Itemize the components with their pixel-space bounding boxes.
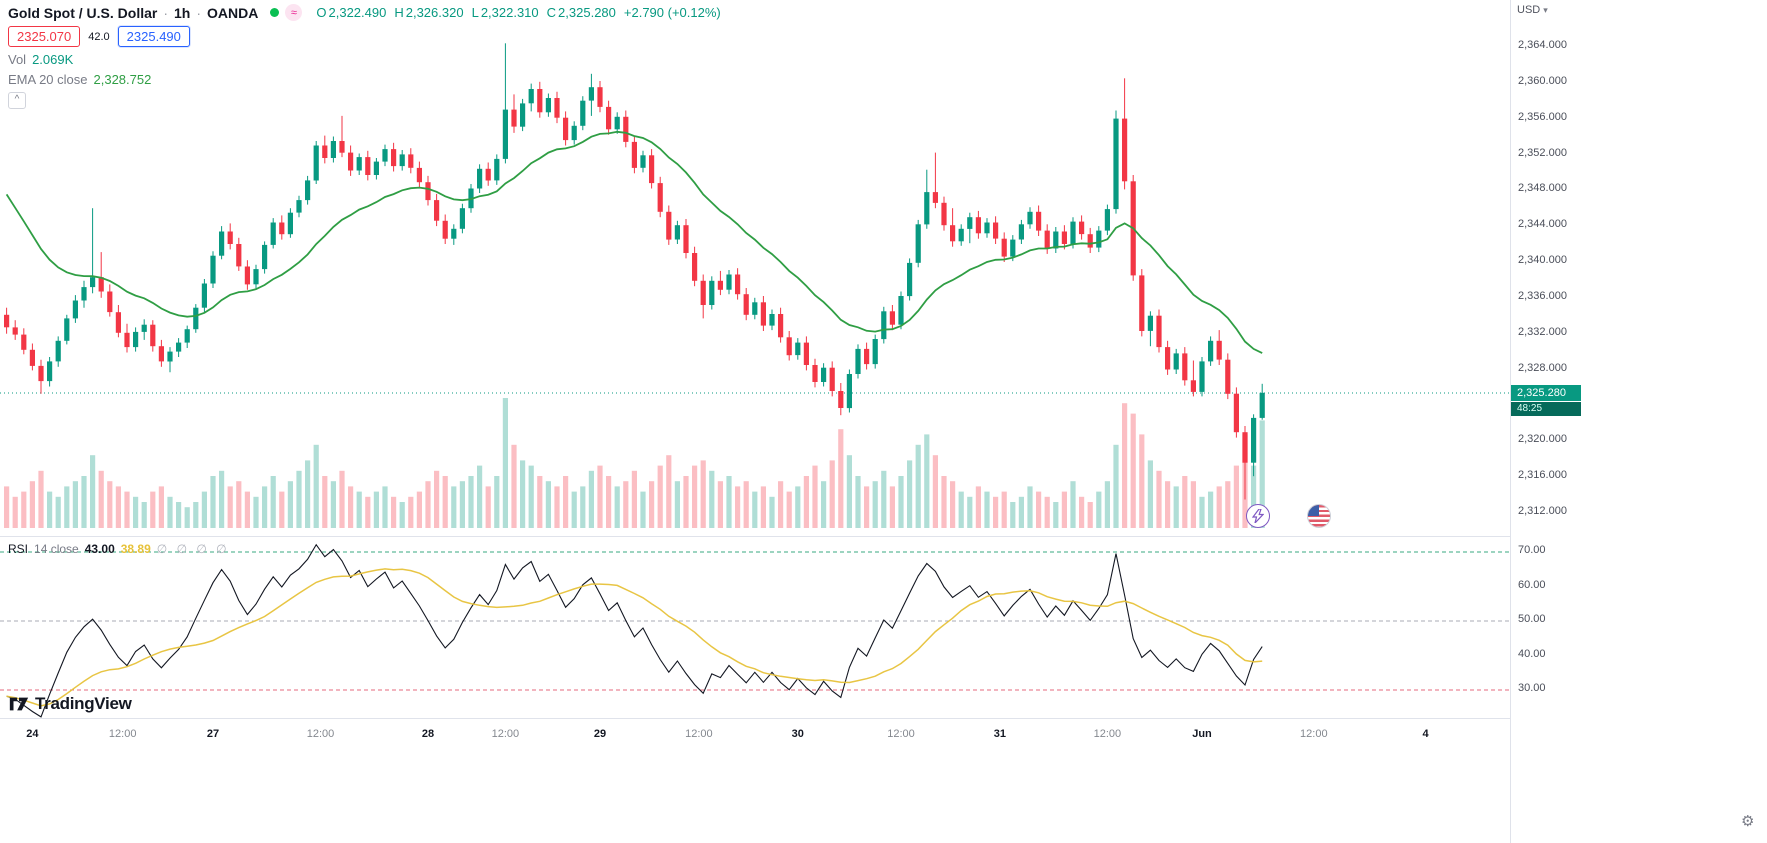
buy-button[interactable]: 2325.490 [117, 26, 190, 47]
collapse-legend-button[interactable]: ^ [8, 92, 26, 109]
exchange-label[interactable]: OANDA [207, 4, 259, 21]
interval-label[interactable]: 1h [174, 4, 191, 21]
price-axis-label: 2,364.000 [1518, 39, 1567, 51]
time-axis-label: 12:00 [108, 728, 137, 740]
price-axis-label: 2,320.000 [1518, 433, 1567, 446]
instant-trading-icon[interactable] [1246, 504, 1270, 528]
candlestick-chart[interactable] [0, 0, 1510, 536]
rsi-axis-label: 60.00 [1518, 578, 1546, 591]
rsi-title[interactable]: RSI [8, 542, 29, 556]
price-axis-label: 2,344.000 [1518, 218, 1567, 231]
rsi-value: 43.00 [84, 542, 115, 556]
ema-value: 2,328.752 [93, 72, 152, 87]
ema-indicator-label[interactable]: EMA 20 close [8, 72, 88, 87]
separator: · [196, 4, 202, 21]
price-axis-label: 2,312.000 [1518, 505, 1567, 517]
low-value: 2,322.310 [480, 5, 539, 20]
change-value: +2.790 (+0.12%) [623, 5, 721, 20]
time-axis-label: 29 [593, 728, 607, 740]
sell-button[interactable]: 2325.070 [8, 26, 81, 47]
volume-value: 2.069K [32, 52, 74, 67]
high-value: 2,326.320 [405, 5, 464, 20]
time-axis-label: 31 [993, 728, 1007, 740]
time-axis-label: 27 [206, 728, 220, 740]
price-axis-label: 2,336.000 [1518, 289, 1567, 302]
time-scale[interactable]: 24 12:00 27 12:00 28 12:00 29 12:00 30 12:00 31 12:… [0, 718, 1767, 751]
price-axis-label: 2,348.000 [1518, 182, 1567, 195]
time-axis-label: 12:00 [306, 728, 335, 740]
tradingview-watermark[interactable]: TradingView [8, 693, 132, 715]
low-label: L [471, 5, 479, 20]
rsi-ma-value: 38.89 [120, 542, 151, 556]
rsi-axis-label: 50.00 [1518, 613, 1546, 625]
symbol-title[interactable]: Gold Spot / U.S. Dollar [8, 4, 158, 21]
rsi-params: 14 close [34, 542, 79, 556]
tradingview-logo-icon [9, 697, 29, 711]
price-axis-label: 2,340.000 [1518, 254, 1567, 267]
market-status-icon[interactable] [270, 8, 280, 17]
time-axis-label: 12:00 [685, 728, 713, 740]
rsi-axis-label: 30.00 [1518, 682, 1546, 694]
delayed-data-icon[interactable]: ≈ [285, 4, 303, 21]
spread-value: 42.0 [88, 30, 110, 43]
price-axis-label: 2,360.000 [1518, 74, 1567, 87]
ohlc-values: O 2,322.490 H 2,326.320 L 2,322.310 C 2,325.280… [316, 5, 722, 20]
ema-row: EMA 20 close 2,328.752 [8, 72, 723, 87]
separator: · [163, 4, 169, 21]
symbol-legend: Gold Spot / U.S. Dollar · 1h · OANDA ≈ O… [8, 4, 723, 109]
rsi-axis-label: 70.00 [1518, 544, 1546, 556]
price-axis-label: 2,332.000 [1518, 325, 1567, 338]
close-value: 2,325.280 [558, 5, 616, 20]
time-axis-label: 12:00 [1300, 728, 1328, 740]
time-axis-label: 12:00 [887, 728, 915, 740]
lightning-bolt-icon [1252, 509, 1264, 523]
price-axis-label: 2,352.000 [1518, 146, 1567, 159]
price-axis-label: 2,328.000 [1518, 361, 1567, 374]
candle-countdown-badge: 48:25 [1511, 402, 1581, 416]
volume-row: Vol 2.069K [8, 52, 723, 67]
rsi-pane[interactable]: RSI 14 close 43.00 38.89 ∅ ∅ ∅ ∅ Trading… [0, 536, 1510, 719]
currency-label: USD [1517, 4, 1541, 16]
price-axis-label: 2,316.000 [1518, 469, 1567, 482]
rsi-hidden-values: ∅ ∅ ∅ ∅ [156, 542, 230, 556]
watermark-text: TradingView [35, 694, 132, 713]
open-value: 2,322.490 [328, 5, 387, 20]
time-axis-label: 30 [791, 728, 804, 740]
high-label: H [394, 5, 404, 20]
trade-buttons-row: 2325.070 42.0 2325.490 [8, 26, 723, 47]
time-axis-label: 12:00 [491, 728, 520, 740]
time-axis-label: 24 [26, 728, 39, 740]
time-axis-label: 28 [421, 728, 435, 740]
title-row: Gold Spot / U.S. Dollar · 1h · OANDA ≈ O… [8, 4, 723, 21]
us-flag-event-icon[interactable] [1307, 504, 1331, 528]
time-axis-label: 4 [1422, 728, 1429, 740]
rsi-legend: RSI 14 close 43.00 38.89 ∅ ∅ ∅ ∅ [8, 542, 230, 556]
open-label: O [316, 5, 327, 20]
close-label: C [546, 5, 557, 20]
price-axis-label: 2,356.000 [1518, 110, 1567, 123]
flag-blue-field [1308, 505, 1319, 516]
time-axis-label: Jun [1192, 728, 1212, 740]
time-axis-label: 12:00 [1093, 728, 1122, 740]
current-price-badge: 2,325.280 [1511, 385, 1581, 401]
volume-indicator-label[interactable]: Vol [8, 52, 27, 67]
gear-icon[interactable]: ⚙ [1741, 813, 1755, 830]
rsi-chart[interactable] [0, 537, 1510, 719]
price-scale[interactable]: USD ▾ 2,325.280 48:25 ⚙ 2,364.000 2,360.00… [1510, 0, 1767, 843]
chevron-down-icon: ▾ [1543, 5, 1548, 15]
main-chart-pane[interactable]: Gold Spot / U.S. Dollar · 1h · OANDA ≈ O… [0, 0, 1510, 536]
rsi-axis-label: 40.00 [1518, 647, 1546, 660]
currency-selector[interactable]: USD ▾ [1517, 4, 1548, 16]
